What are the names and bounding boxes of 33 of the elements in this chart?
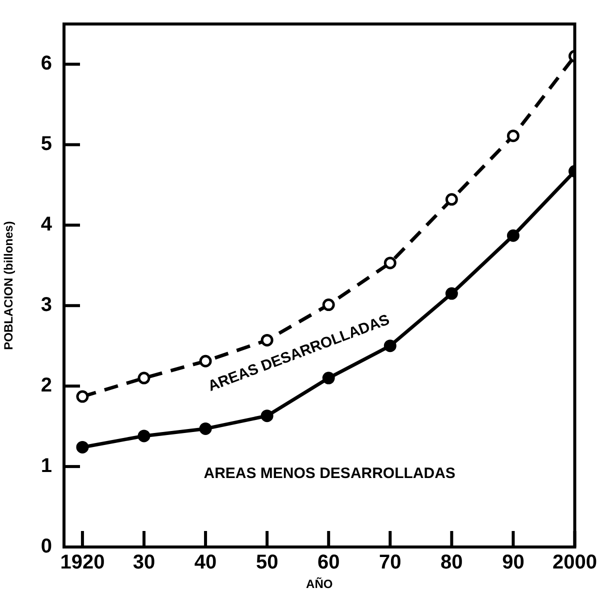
point (506, 229, 520, 242)
x-tick-label: 1920 (60, 552, 105, 574)
point (384, 256, 396, 270)
y-tick-label: 6 (40, 52, 52, 75)
point (260, 410, 274, 422)
x-tick-label: 40 (194, 552, 217, 574)
point (445, 287, 458, 300)
point (322, 298, 335, 312)
y-tick-label: 5 (40, 133, 52, 156)
x-tick-label: 80 (440, 552, 463, 574)
point (76, 440, 89, 454)
x-tick-label: 70 (379, 552, 402, 574)
y-tick-label: 0 (40, 536, 52, 558)
point (76, 390, 89, 403)
point (138, 430, 150, 442)
y-tick-label: 3 (40, 294, 52, 316)
y-tick-label: 1 (40, 455, 52, 478)
point (138, 372, 150, 384)
y-tick-label: 2 (40, 374, 52, 397)
y-tick-label: 4 (40, 214, 53, 236)
annotation: AREAS MENOS DESARROLLADAS (204, 464, 456, 482)
x-tick-label: 90 (502, 552, 524, 574)
x-tick-label: 50 (256, 552, 278, 574)
point (199, 422, 212, 435)
point (199, 354, 212, 368)
x-tick-label: 60 (317, 552, 340, 574)
point (445, 193, 458, 206)
x-tick-label: 2000 (552, 552, 598, 574)
point (506, 130, 520, 142)
y-axis-title: POBLACION (billones) (2, 221, 16, 350)
point (322, 372, 335, 384)
x-axis-title: AÑO (306, 577, 333, 592)
x-tick-label: 30 (132, 552, 156, 574)
